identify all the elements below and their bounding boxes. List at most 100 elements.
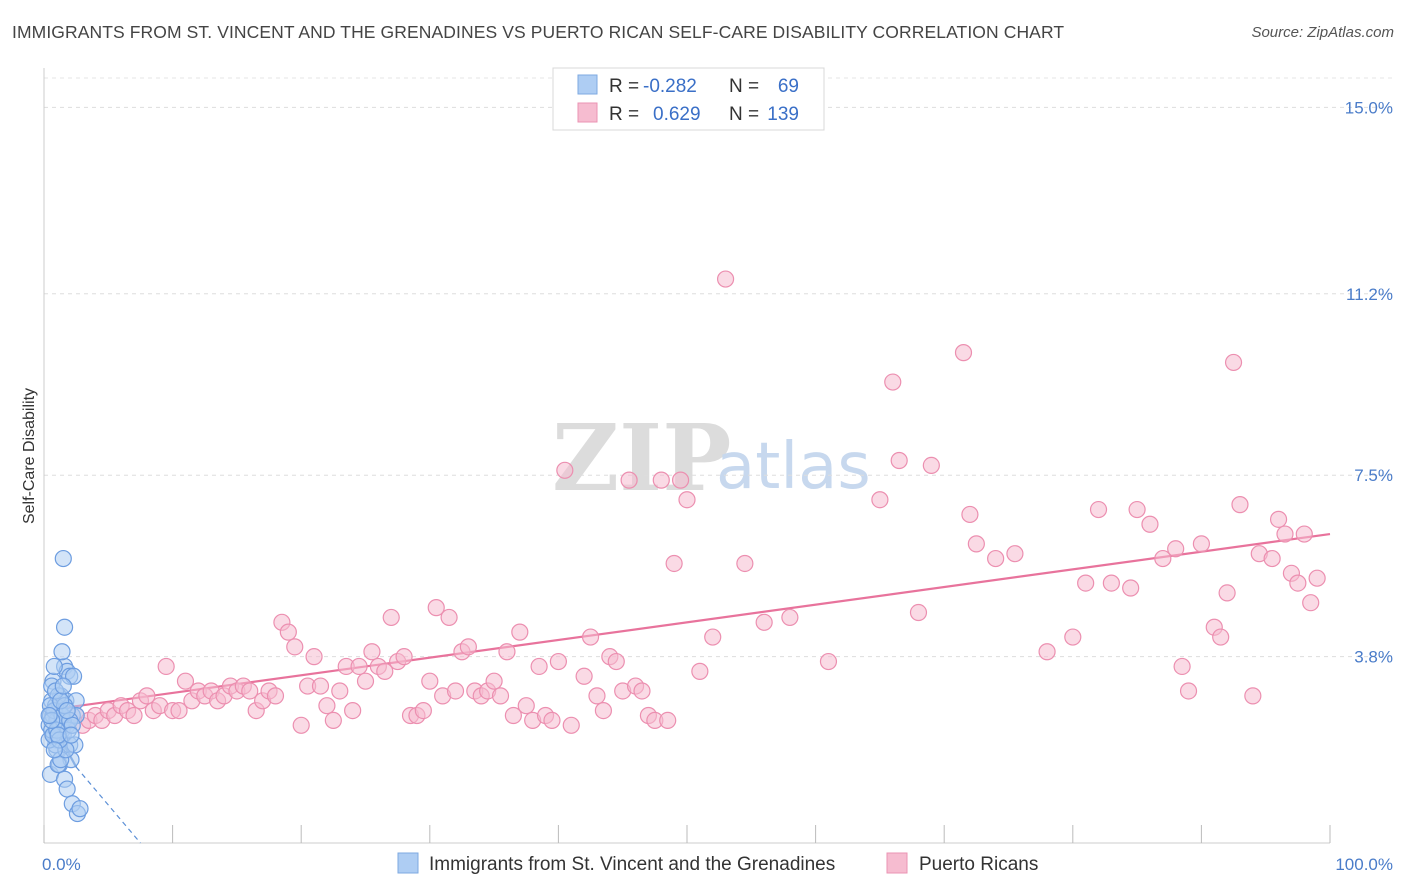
- source-credit: Source: ZipAtlas.com: [1251, 24, 1394, 41]
- point-pink-36: [286, 638, 304, 656]
- point-pink-61: [446, 682, 465, 700]
- point-pink-140: [1302, 594, 1320, 612]
- point-blue-65: [45, 741, 63, 759]
- point-pink-74: [530, 657, 548, 676]
- legend-r-label-1: R =: [609, 76, 639, 97]
- point-pink-50: [376, 662, 394, 680]
- point-pink-109: [954, 344, 973, 362]
- point-pink-76: [543, 711, 561, 730]
- legend-n-value-2: 139: [767, 104, 799, 125]
- point-pink-46: [350, 657, 368, 676]
- point-pink-103: [819, 652, 838, 671]
- point-pink-11: [125, 706, 143, 725]
- point-pink-56: [414, 701, 432, 720]
- series-legend-label-pink: Puerto Ricans: [919, 854, 1038, 875]
- legend-n-value-1: 69: [778, 76, 799, 97]
- point-pink-119: [1122, 579, 1140, 597]
- point-pink-87: [620, 471, 638, 489]
- x-tick-label-0: 0.0%: [42, 855, 81, 874]
- point-pink-43: [331, 682, 349, 700]
- point-pink-141: [1308, 569, 1326, 587]
- point-pink-100: [736, 554, 754, 573]
- point-blue-63: [58, 701, 76, 720]
- point-pink-120: [1128, 500, 1146, 519]
- y-tick-label-2: 11.2%: [1346, 285, 1393, 304]
- point-pink-136: [1276, 525, 1294, 543]
- x-tick-label-1: 100.0%: [1335, 855, 1393, 874]
- point-blue-68: [40, 706, 58, 725]
- point-pink-124: [1173, 657, 1191, 676]
- point-blue-39: [71, 800, 89, 818]
- legend-swatch-blue: [577, 74, 598, 95]
- legend-swatch-pink: [577, 102, 598, 123]
- trend-line-pink: [43, 532, 1331, 712]
- point-pink-72: [517, 697, 535, 715]
- point-pink-71: [511, 623, 529, 641]
- point-pink-35: [279, 623, 297, 641]
- point-pink-40: [311, 677, 330, 695]
- point-pink-130: [1224, 353, 1243, 372]
- point-pink-134: [1263, 549, 1281, 568]
- point-pink-115: [1064, 628, 1082, 646]
- point-pink-110: [961, 505, 979, 524]
- point-pink-102: [781, 608, 799, 627]
- watermark-zip: ZIP: [552, 404, 731, 512]
- point-pink-70: [504, 706, 522, 725]
- point-pink-68: [491, 687, 510, 705]
- series-legend: Immigrants from St. Vincent and the Gren…: [397, 852, 1038, 875]
- stats-legend: R = -0.282 N = 69 R = 0.629 N = 139: [552, 67, 825, 131]
- trend-line-blue-extension: [75, 766, 141, 844]
- point-pink-122: [1154, 549, 1172, 568]
- point-pink-101: [755, 613, 773, 631]
- point-pink-67: [485, 672, 503, 690]
- chart-title: IMMIGRANTS FROM ST. VINCENT AND THE GREN…: [12, 22, 1065, 42]
- point-pink-129: [1218, 584, 1236, 602]
- x-tick-labels: 0.0% 100.0%: [42, 855, 1393, 874]
- legend-r-label-2: R =: [609, 104, 639, 125]
- y-tick-labels: 3.8% 7.5% 11.2% 15.0%: [1345, 98, 1393, 666]
- point-pink-81: [581, 628, 600, 646]
- point-pink-47: [356, 672, 375, 690]
- point-pink-128: [1212, 628, 1230, 646]
- point-pink-83: [594, 701, 613, 720]
- point-pink-121: [1141, 515, 1159, 533]
- point-pink-42: [324, 711, 342, 730]
- point-pink-85: [607, 652, 625, 671]
- point-pink-114: [1038, 643, 1056, 661]
- point-pink-13: [138, 687, 156, 705]
- point-pink-57: [421, 672, 439, 690]
- point-pink-94: [665, 554, 683, 573]
- point-pink-131: [1231, 496, 1249, 514]
- point-pink-132: [1244, 687, 1262, 705]
- point-pink-93: [659, 711, 677, 730]
- point-pink-97: [691, 662, 709, 680]
- point-pink-58: [427, 599, 445, 617]
- point-pink-77: [549, 652, 568, 671]
- point-pink-104: [871, 491, 889, 509]
- point-pink-107: [909, 603, 928, 622]
- grid-lines: [44, 77, 1392, 658]
- point-pink-111: [967, 535, 985, 553]
- point-pink-99: [716, 270, 735, 288]
- point-pink-116: [1077, 574, 1095, 592]
- legend-n-label-1: N =: [729, 76, 759, 97]
- legend-n-label-2: N =: [729, 104, 759, 125]
- point-pink-113: [1006, 545, 1024, 563]
- point-blue-66: [54, 677, 72, 695]
- point-pink-78: [556, 461, 574, 479]
- point-blue-29: [53, 643, 71, 661]
- point-pink-29: [241, 682, 259, 700]
- point-pink-118: [1102, 574, 1120, 592]
- point-pink-108: [922, 456, 940, 475]
- point-pink-16: [157, 657, 175, 676]
- point-pink-106: [890, 451, 908, 470]
- point-pink-53: [395, 648, 413, 666]
- point-blue-36: [58, 780, 76, 798]
- point-pink-33: [266, 687, 285, 705]
- series-legend-swatch-blue: [397, 852, 419, 874]
- point-blue-30: [45, 657, 63, 676]
- point-pink-112: [987, 549, 1005, 568]
- legend-r-value-2: 0.629: [653, 104, 701, 125]
- point-pink-80: [575, 667, 593, 685]
